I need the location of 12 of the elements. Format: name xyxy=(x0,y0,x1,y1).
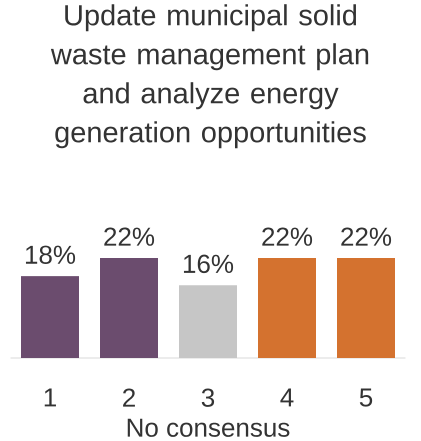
data-label: 22% xyxy=(341,227,392,246)
x-tick-label: 4 xyxy=(280,388,294,406)
x-tick-label: 2 xyxy=(123,388,135,407)
x-tick-label: 3 xyxy=(202,388,214,407)
data-label: 16% xyxy=(184,254,234,274)
data-label: 22% xyxy=(262,227,312,246)
x-tick-label: 1 xyxy=(44,388,56,406)
x-axis-title: No consensus xyxy=(128,418,290,437)
data-label: 18% xyxy=(26,246,76,264)
x-tick-label: 5 xyxy=(360,388,372,407)
data-label: 22% xyxy=(104,227,154,246)
chart-title: Update municipal solid waste management plan and analyze energy generation opportunities xyxy=(50,4,368,148)
